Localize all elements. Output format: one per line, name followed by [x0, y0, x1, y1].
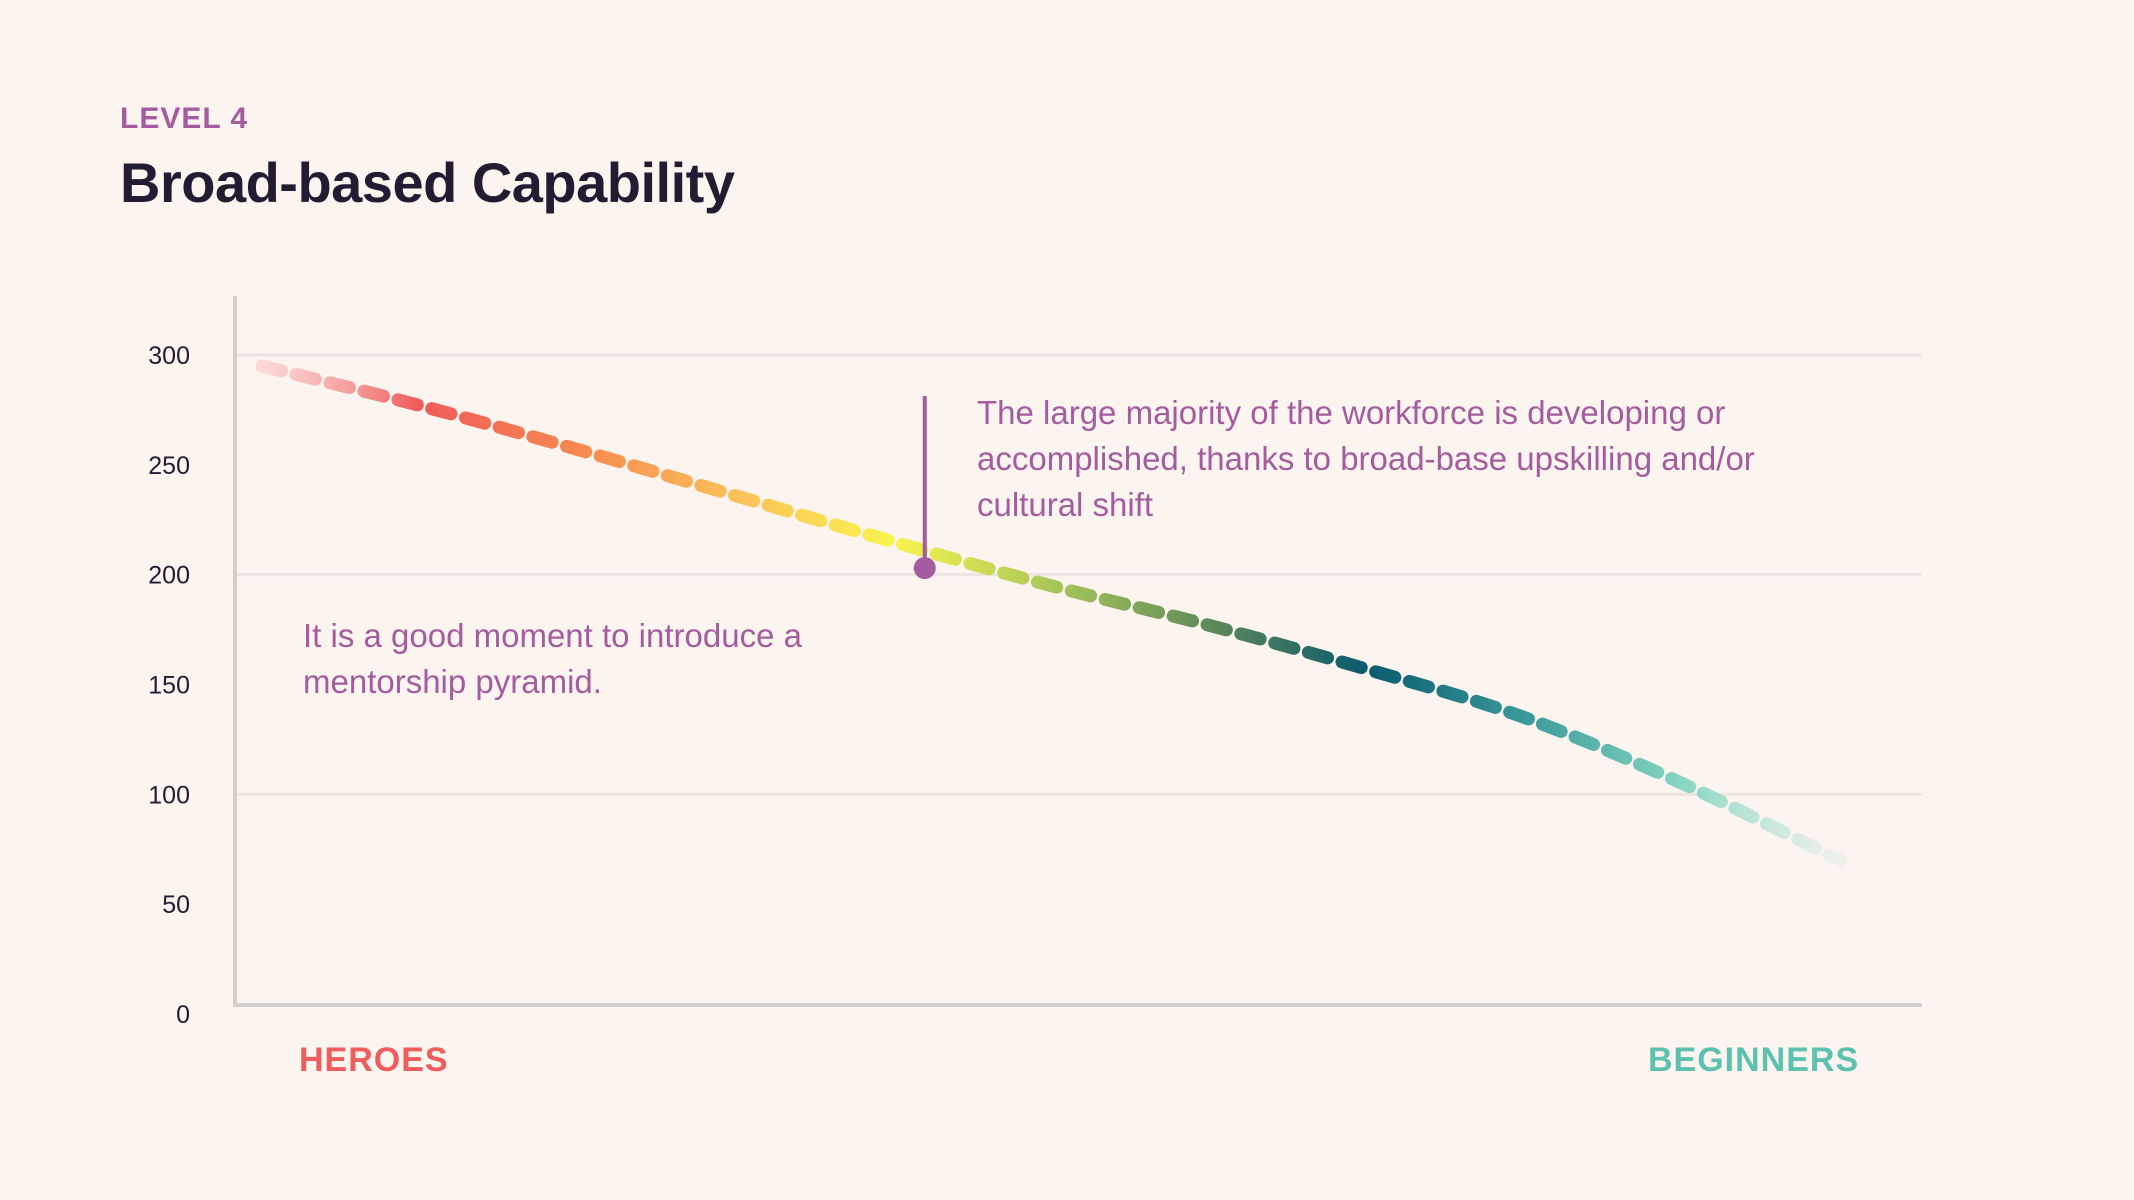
x-label-beginners: BEGINNERS [1648, 1041, 1860, 1079]
y-tick-label: 100 [148, 781, 190, 809]
y-tick-label: 0 [176, 1001, 190, 1029]
series-line [255, 359, 1847, 867]
level-label: LEVEL 4 [120, 102, 249, 135]
page-title: Broad-based Capability [120, 151, 735, 214]
x-label-heroes: HEROES [299, 1041, 449, 1079]
annotation-marker: The large majority of the workforce is d… [977, 394, 1755, 523]
y-tick-label: 200 [148, 562, 190, 590]
annotation-left: It is a good moment to introduce a mento… [303, 617, 802, 700]
y-tick-label: 300 [148, 342, 190, 370]
y-tick-label: 250 [148, 452, 190, 480]
y-axis-ticks: 0 50 100 150 200 250 300 [148, 342, 190, 1029]
marker-point [913, 557, 936, 580]
y-tick-label: 50 [162, 891, 190, 919]
y-tick-label: 150 [148, 672, 190, 700]
grid-lines [235, 353, 1922, 796]
